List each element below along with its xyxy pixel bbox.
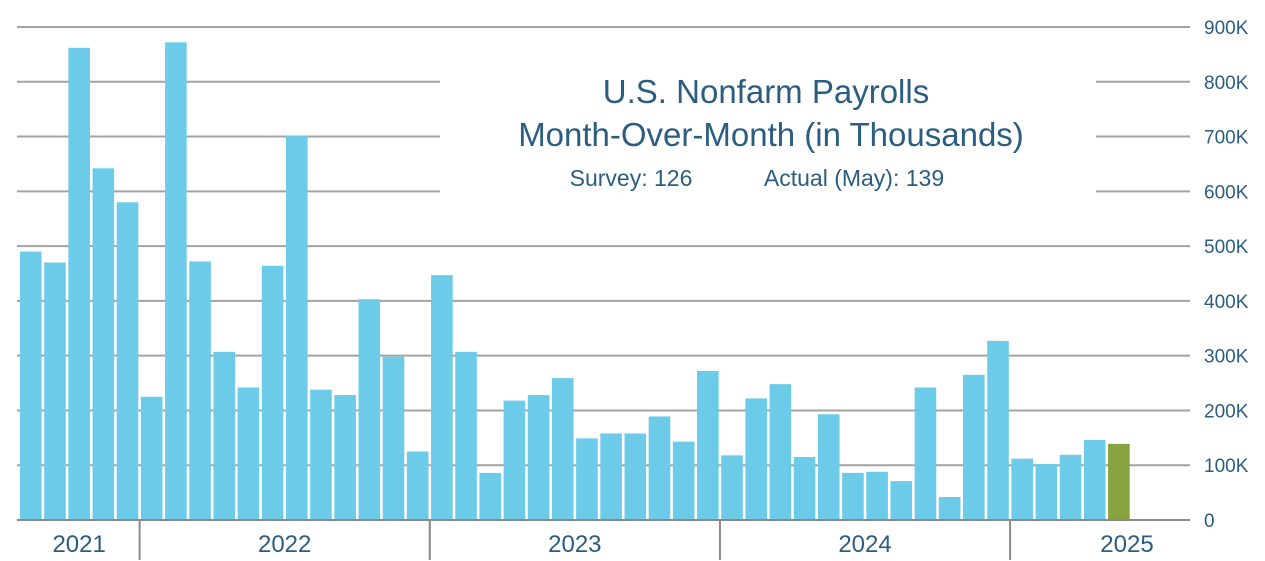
bar: [189, 261, 211, 520]
bar: [382, 356, 405, 520]
bar: [672, 441, 695, 520]
bar: [576, 438, 598, 520]
y-tick-label: 800K: [1204, 73, 1249, 94]
year-label: 2022: [258, 531, 311, 558]
y-tick-label: 500K: [1204, 237, 1249, 258]
bar: [334, 395, 356, 520]
year-label: 2021: [52, 531, 105, 558]
bar: [987, 340, 1009, 520]
bar: [793, 457, 816, 520]
bar: [213, 351, 236, 520]
bar: [648, 416, 671, 520]
y-tick-label: 700K: [1204, 128, 1249, 149]
bar: [261, 265, 284, 520]
bar: [963, 374, 985, 520]
bar: [1035, 464, 1058, 520]
bar: [310, 389, 332, 520]
actual-value: Actual (May): 139: [764, 165, 944, 191]
y-axis-tick-labels: 0 100K 200K 300K 400K 500K 600K 700K 800K 900K: [1204, 18, 1249, 532]
year-label: 2025: [1100, 531, 1153, 558]
chart-title-line1: U.S. Nonfarm Payrolls: [603, 73, 929, 110]
bar: [406, 451, 429, 520]
bar: [866, 471, 888, 520]
bar: [431, 275, 453, 520]
x-axis-year-labels: 2021 2022 2023 2024 2025: [52, 520, 1154, 560]
bar: [721, 455, 743, 520]
bar: [624, 433, 647, 520]
y-tick-label: 200K: [1204, 401, 1249, 422]
bar: [479, 472, 502, 520]
bar: [455, 351, 477, 520]
bar: [1011, 458, 1033, 520]
bar: [237, 387, 260, 520]
title-background: [440, 62, 1096, 202]
bar: [503, 400, 526, 520]
bar: [938, 496, 961, 520]
bar: [745, 398, 767, 520]
bar: [697, 371, 719, 520]
bar: [44, 262, 66, 520]
y-tick-label: 400K: [1204, 292, 1249, 313]
y-tick-label: 900K: [1204, 18, 1249, 39]
year-label: 2023: [548, 531, 601, 558]
bar: [817, 414, 840, 520]
bar: [68, 47, 90, 520]
bar: [1059, 454, 1082, 520]
bars: [20, 42, 1130, 521]
bar: [890, 481, 913, 520]
bar: [20, 251, 42, 520]
bar: [92, 168, 115, 520]
bar: [551, 378, 574, 520]
y-tick-label: 300K: [1204, 347, 1249, 368]
y-tick-label: 0: [1204, 511, 1215, 532]
bar: [527, 395, 550, 520]
bar-highlight: [1108, 443, 1130, 520]
bar: [116, 202, 139, 521]
bar: [285, 136, 308, 520]
bar: [914, 387, 937, 520]
survey-value: Survey: 126: [570, 165, 693, 191]
bar: [769, 384, 792, 520]
bar: [140, 396, 163, 520]
bar: [165, 42, 187, 521]
y-tick-label: 600K: [1204, 182, 1249, 203]
bar: [1083, 440, 1106, 520]
bar: [358, 299, 381, 520]
bar: [600, 433, 622, 520]
bar: [842, 472, 864, 520]
y-tick-label: 100K: [1204, 456, 1249, 477]
year-label: 2024: [838, 531, 891, 558]
chart-title-line2: Month-Over-Month (in Thousands): [518, 116, 1024, 153]
